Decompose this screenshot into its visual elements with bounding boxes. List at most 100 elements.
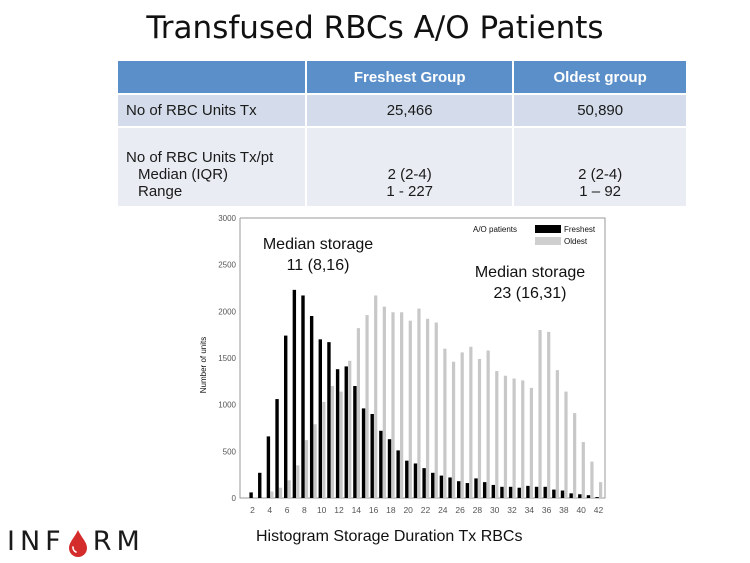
- bar-oldest: [356, 328, 360, 498]
- row-label: No of RBC Units Tx/pt: [126, 149, 274, 166]
- table-row: No of RBC Units Tx 25,466 50,890: [118, 93, 686, 127]
- bar-oldest: [590, 461, 594, 498]
- legend-label-freshest: Freshest: [564, 225, 596, 234]
- bar-freshest: [301, 295, 305, 498]
- row-value-oldest: 50,890: [513, 93, 686, 127]
- range-oldest: 1 – 92: [579, 183, 622, 200]
- bar-oldest: [529, 387, 533, 498]
- bar-oldest: [486, 350, 490, 498]
- bar-freshest: [586, 495, 591, 498]
- bar-oldest: [278, 487, 283, 498]
- annotation-freshest-line1: Median storage: [263, 236, 373, 253]
- bar-freshest: [266, 436, 271, 498]
- bar-freshest: [344, 366, 348, 498]
- y-tick-label: 3000: [218, 214, 236, 223]
- blood-drop-icon: [68, 529, 87, 557]
- row-value-freshest: 25,466: [306, 93, 515, 127]
- bar-freshest: [309, 316, 314, 498]
- bar-freshest: [396, 450, 400, 498]
- range-freshest: 1 - 227: [386, 183, 434, 200]
- bar-oldest: [434, 322, 438, 498]
- bar-oldest: [304, 440, 309, 498]
- x-tick-label: 6: [285, 505, 290, 515]
- bar-freshest: [379, 430, 383, 498]
- bar-oldest: [460, 352, 464, 498]
- bar-freshest: [353, 386, 357, 498]
- y-tick-label: 2500: [218, 261, 236, 270]
- bar-freshest: [405, 460, 409, 498]
- bar-freshest: [491, 484, 495, 498]
- bar-freshest: [361, 408, 366, 498]
- x-tick-label: 28: [473, 505, 483, 515]
- x-tick-label: 16: [369, 505, 379, 515]
- bar-oldest: [322, 401, 326, 498]
- bar-freshest: [258, 472, 262, 498]
- x-tick-label: 2: [250, 505, 255, 515]
- slide-title: Transfused RBCs A/O Patients: [146, 10, 604, 46]
- bar-freshest: [482, 482, 487, 498]
- bar-freshest: [370, 414, 374, 498]
- bar-oldest: [443, 348, 447, 498]
- x-tick-label: 4: [267, 505, 272, 515]
- row-label-group: No of RBC Units Tx/pt Median (IQR) Range: [118, 126, 307, 206]
- table-header-freshest: Freshest Group: [306, 61, 515, 94]
- bar-freshest: [439, 475, 444, 498]
- bar-freshest: [534, 486, 539, 498]
- bar-oldest: [426, 318, 430, 498]
- bar-oldest: [408, 320, 412, 498]
- bar-freshest: [249, 492, 253, 498]
- legend-swatch-freshest: [535, 225, 561, 233]
- row-values-oldest: 2 (2-4) 1 – 92: [513, 126, 686, 206]
- bar-freshest: [465, 483, 470, 498]
- bar-freshest: [318, 339, 322, 498]
- bar-freshest: [569, 493, 573, 498]
- bar-oldest: [599, 482, 603, 498]
- x-tick-label: 24: [438, 505, 448, 515]
- x-tick-label: 34: [525, 505, 535, 515]
- bar-freshest: [292, 289, 297, 498]
- bar-freshest: [578, 494, 582, 498]
- bar-freshest: [457, 481, 461, 498]
- x-tick-label: 10: [317, 505, 327, 515]
- bar-freshest: [275, 399, 279, 498]
- bar-freshest: [413, 463, 418, 498]
- bar-freshest: [517, 487, 521, 498]
- bar-oldest: [391, 312, 395, 498]
- bar-freshest: [448, 477, 452, 498]
- bar-oldest: [503, 375, 508, 498]
- annotation-oldest-line1: Median storage: [475, 264, 585, 281]
- bar-oldest: [313, 424, 317, 498]
- x-tick-label: 20: [403, 505, 413, 515]
- bar-oldest: [538, 330, 542, 498]
- bar-oldest: [469, 346, 473, 498]
- summary-table: Freshest Group Oldest group No of RBC Un…: [118, 61, 686, 206]
- bar-oldest: [348, 360, 352, 498]
- bar-oldest: [451, 361, 456, 498]
- bar-oldest: [296, 465, 300, 498]
- chart-caption: Histogram Storage Duration Tx RBCs: [256, 528, 523, 545]
- bar-freshest: [335, 369, 340, 498]
- logo-text-end: RM: [92, 526, 145, 557]
- median-oldest: 2 (2-4): [578, 166, 623, 183]
- row-sublabel-median: Median (IQR): [138, 166, 229, 183]
- bar-freshest: [543, 486, 547, 498]
- bar-oldest: [495, 371, 499, 498]
- table-header-blank: [118, 61, 307, 94]
- bar-freshest: [431, 472, 435, 498]
- y-tick-label: 2000: [218, 307, 236, 316]
- table-header-oldest: Oldest group: [513, 61, 686, 94]
- row-values-freshest: 2 (2-4) 1 - 227: [306, 126, 515, 206]
- legend-title: A/O patients: [473, 225, 517, 234]
- bar-oldest: [400, 312, 404, 498]
- bar-freshest: [526, 485, 530, 498]
- bar-freshest: [508, 486, 513, 498]
- x-tick-label: 30: [490, 505, 500, 515]
- x-tick-label: 32: [507, 505, 517, 515]
- bar-oldest: [512, 378, 516, 498]
- bar-freshest: [474, 478, 478, 498]
- x-tick-label: 12: [334, 505, 344, 515]
- y-tick-label: 1500: [218, 354, 236, 363]
- x-tick-label: 22: [421, 505, 431, 515]
- bar-oldest: [417, 308, 421, 498]
